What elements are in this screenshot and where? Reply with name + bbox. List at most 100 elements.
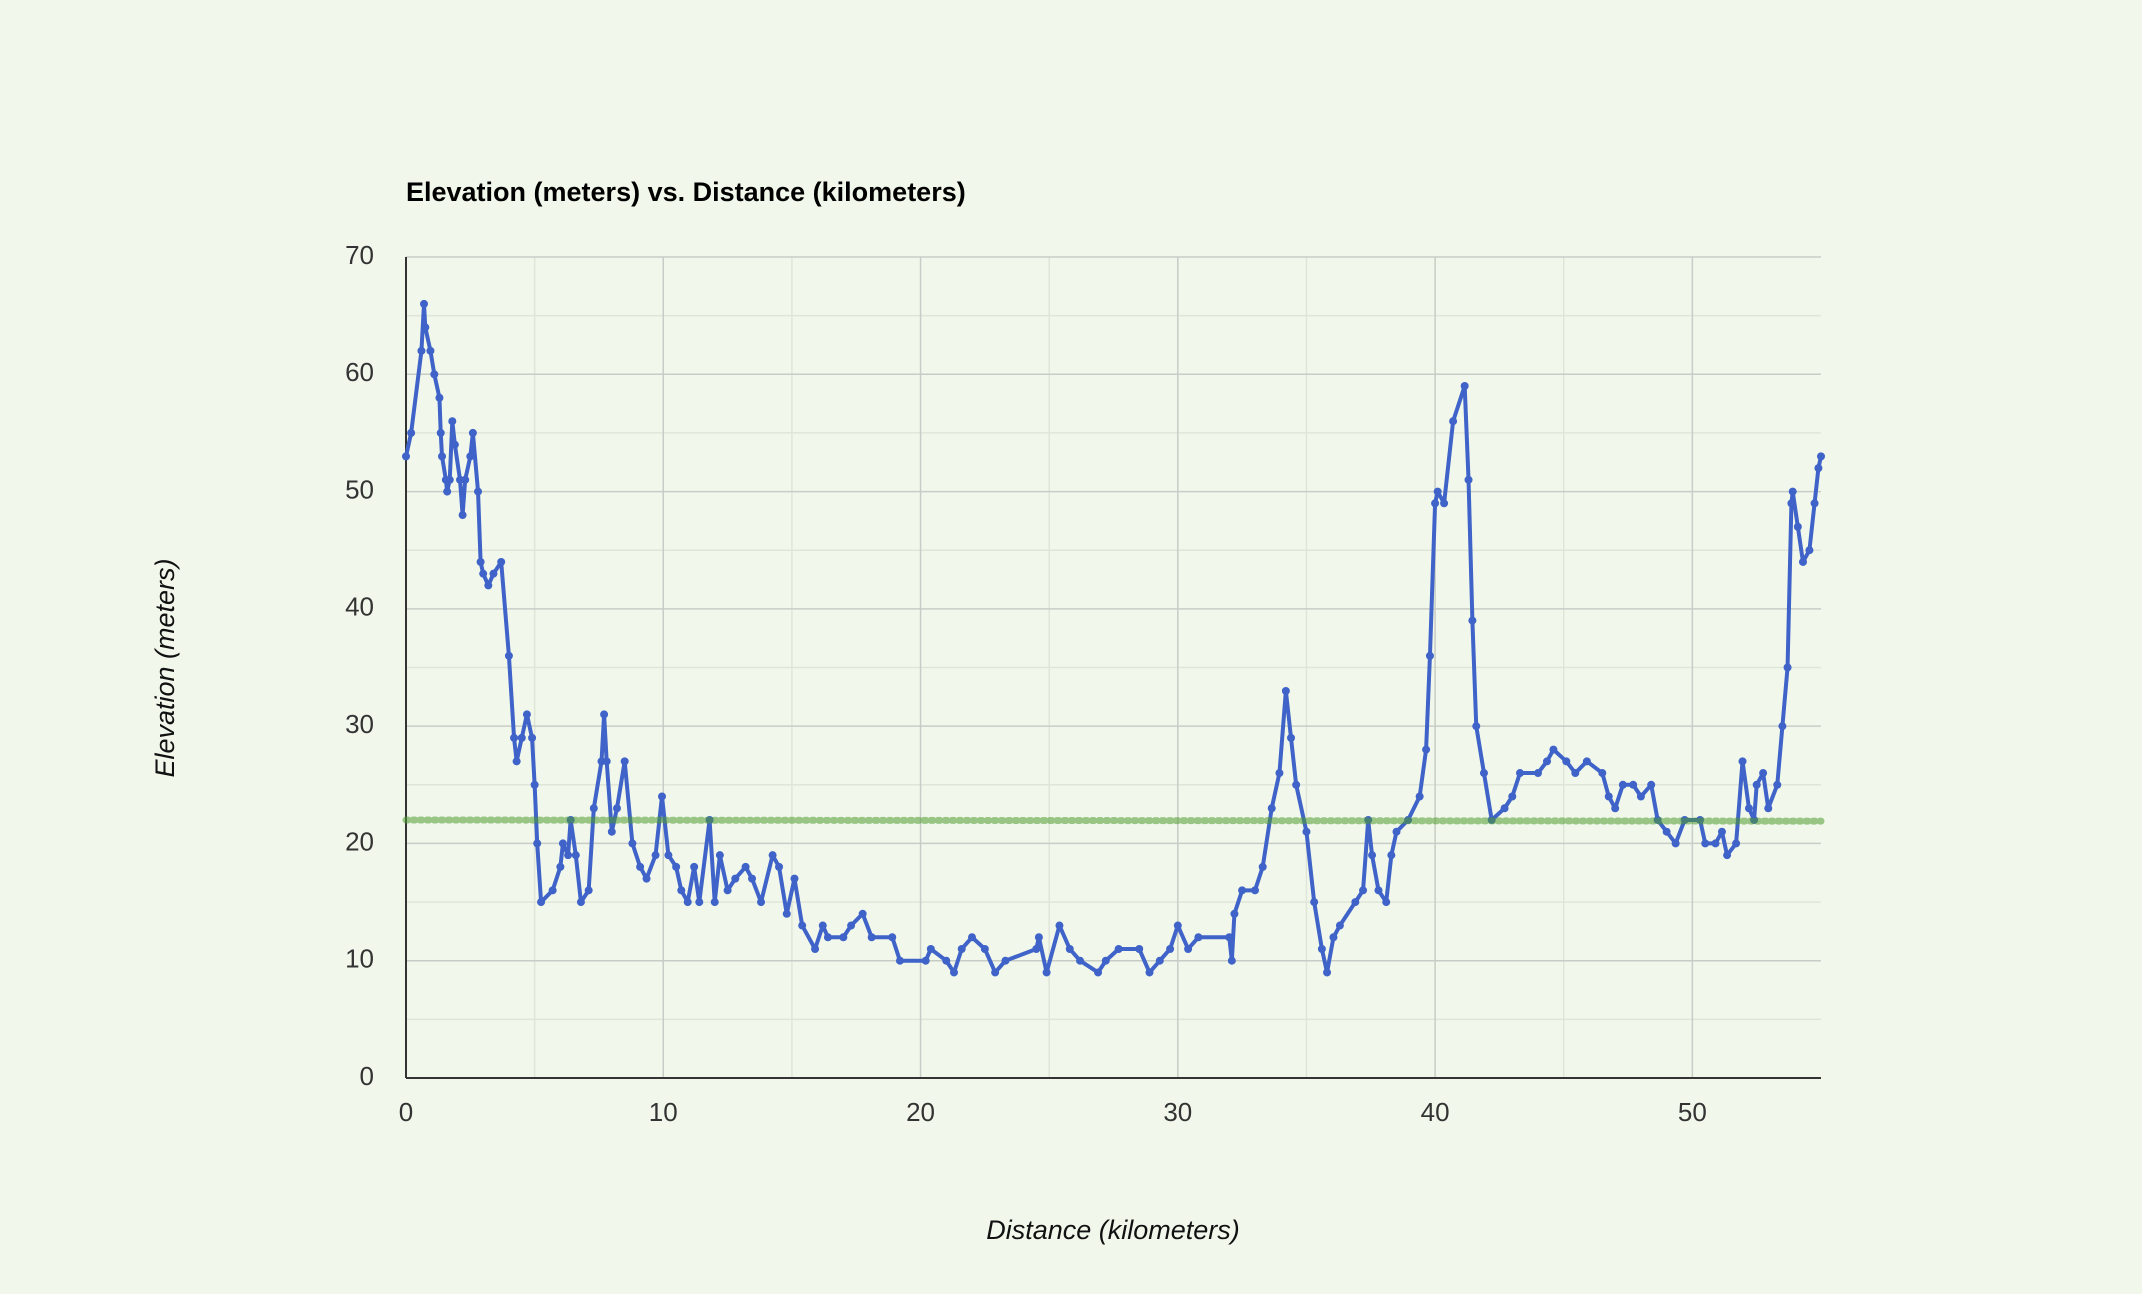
- point: [1114, 944, 1123, 953]
- point: [564, 851, 573, 860]
- point: [548, 886, 557, 895]
- point: [710, 898, 719, 907]
- point: [1042, 968, 1051, 977]
- point: [1292, 780, 1301, 789]
- series-line: [404, 301, 1823, 975]
- point: [1382, 898, 1391, 907]
- point: [1166, 944, 1175, 953]
- point: [421, 323, 430, 332]
- point: [1701, 839, 1710, 848]
- point: [1798, 557, 1807, 566]
- point: [1055, 921, 1064, 930]
- point: [715, 851, 724, 860]
- point: [731, 874, 740, 883]
- point: [517, 733, 526, 742]
- point: [443, 487, 452, 496]
- point: [1472, 722, 1481, 731]
- point: [1738, 757, 1747, 766]
- point: [1287, 733, 1296, 742]
- point: [1194, 933, 1203, 942]
- point: [1184, 944, 1193, 953]
- point: [1598, 769, 1607, 778]
- point: [921, 956, 930, 965]
- point: [775, 862, 784, 871]
- point: [651, 851, 660, 860]
- point: [790, 874, 799, 883]
- point: [683, 898, 692, 907]
- point: [1310, 898, 1319, 907]
- point: [798, 921, 807, 930]
- point: [576, 898, 585, 907]
- point: [607, 827, 616, 836]
- point: [1814, 464, 1823, 473]
- point: [942, 956, 951, 965]
- point: [1145, 968, 1154, 977]
- point: [926, 944, 935, 953]
- point: [1629, 780, 1638, 789]
- point: [672, 862, 681, 871]
- point: [980, 944, 989, 953]
- point: [1374, 886, 1383, 895]
- point: [1433, 487, 1442, 496]
- point: [1323, 968, 1332, 977]
- y-tick-label: 50: [345, 474, 374, 504]
- point: [479, 569, 488, 578]
- point: [1534, 769, 1542, 778]
- point: [461, 475, 470, 484]
- point: [1604, 792, 1613, 801]
- point: [1251, 886, 1259, 895]
- point: [489, 569, 498, 578]
- point: [839, 933, 848, 942]
- point: [1415, 792, 1424, 801]
- point: [1711, 839, 1720, 848]
- point: [504, 651, 513, 660]
- point: [407, 428, 416, 437]
- point: [571, 851, 580, 860]
- point: [1135, 944, 1144, 953]
- point: [600, 710, 609, 719]
- y-tick-label: 10: [345, 944, 374, 974]
- x-axis-label: Distance (kilometers): [986, 1215, 1240, 1245]
- point: [1317, 944, 1326, 953]
- point: [949, 968, 958, 977]
- y-tick-label: 70: [345, 240, 374, 270]
- point: [589, 804, 598, 813]
- point: [1076, 956, 1085, 965]
- point: [1647, 780, 1656, 789]
- point: [818, 921, 827, 930]
- point: [1281, 686, 1290, 695]
- point: [1515, 769, 1524, 778]
- point: [435, 393, 444, 402]
- point: [757, 898, 766, 907]
- point: [858, 909, 867, 918]
- x-tick-label: 30: [1163, 1097, 1192, 1127]
- point: [1778, 722, 1787, 731]
- point: [1227, 956, 1236, 965]
- point: [448, 417, 457, 426]
- point: [1817, 452, 1825, 461]
- point: [1094, 968, 1103, 977]
- point: [1787, 499, 1796, 508]
- x-tick-label: 10: [649, 1097, 678, 1127]
- point: [1479, 769, 1488, 778]
- point: [1425, 651, 1434, 660]
- point: [664, 851, 673, 860]
- point: [1752, 780, 1761, 789]
- point: [476, 557, 485, 566]
- point: [510, 733, 519, 742]
- point: [1783, 663, 1792, 672]
- point: [782, 909, 791, 918]
- point: [895, 956, 904, 965]
- point: [1431, 499, 1440, 508]
- point: [1368, 851, 1377, 860]
- point: [642, 874, 651, 883]
- point: [628, 839, 637, 848]
- point: [1744, 804, 1753, 813]
- point: [1732, 839, 1741, 848]
- point: [695, 898, 704, 907]
- point: [620, 757, 629, 766]
- point: [426, 346, 435, 355]
- point: [1773, 780, 1782, 789]
- point: [1562, 757, 1571, 766]
- series-line: [402, 816, 1825, 825]
